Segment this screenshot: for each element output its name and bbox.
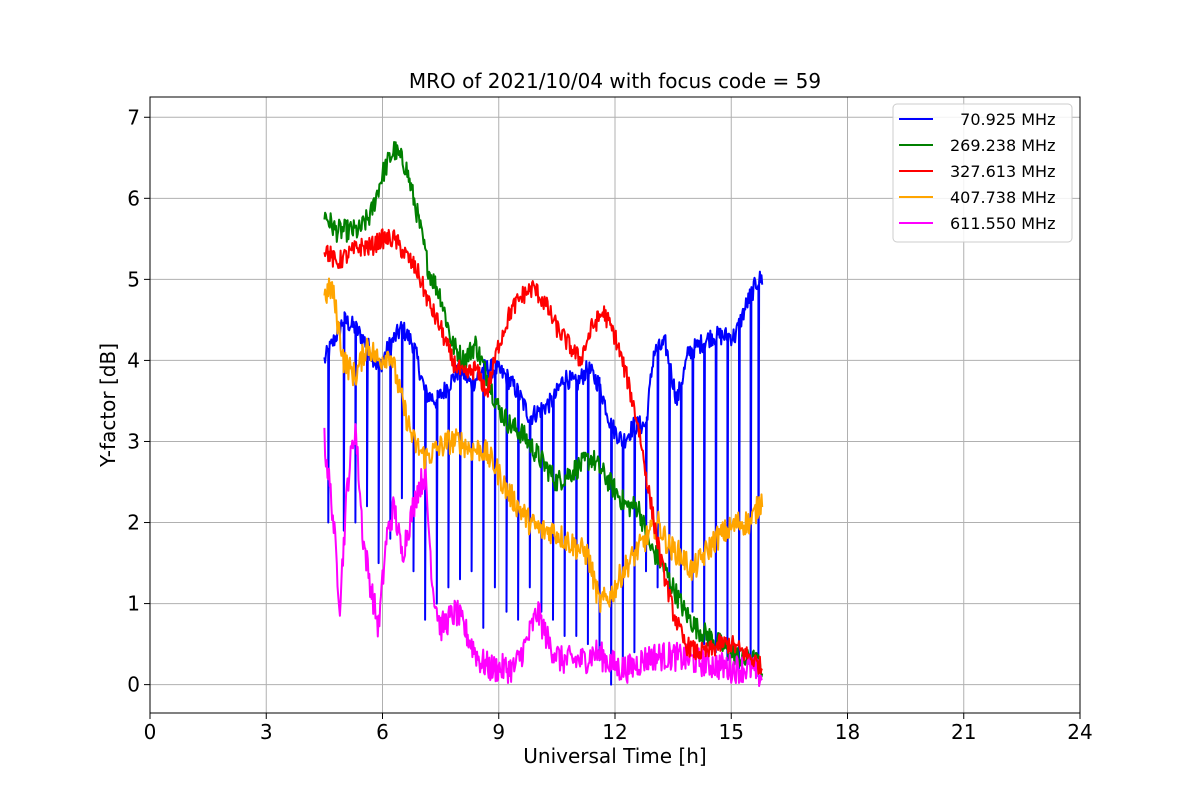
series-line: [323, 277, 764, 613]
x-tick-label: 3: [260, 720, 273, 744]
x-tick-label: 24: [1067, 720, 1092, 744]
legend-label: 327.613 MHz: [950, 162, 1055, 181]
legend-label: 407.738 MHz: [950, 188, 1055, 207]
legend-label: 269.238 MHz: [950, 136, 1055, 155]
x-axis-ticks: 0 3 6 9 12 15 18 21 24: [144, 713, 1093, 744]
y-tick-label: 7: [127, 105, 140, 129]
y-tick-label: 1: [127, 592, 140, 616]
y-tick-label: 3: [127, 429, 140, 453]
y-axis-label: Y-factor [dB]: [96, 343, 120, 468]
x-tick-label: 15: [719, 720, 744, 744]
y-tick-label: 0: [127, 673, 140, 697]
legend: 70.925 MHz 269.238 MHz 327.613 MHz 407.738 …: [892, 103, 1073, 243]
legend-box: [892, 103, 1073, 243]
series-group: [323, 141, 764, 687]
series-line: [323, 423, 763, 687]
series-line: [323, 228, 763, 675]
x-tick-label: 18: [835, 720, 860, 744]
x-tick-label: 0: [144, 720, 157, 744]
legend-label: 70.925 MHz: [950, 110, 1055, 129]
series-line: [323, 141, 764, 678]
y-axis-ticks: 0 1 2 3 4 5 6 7: [127, 105, 150, 697]
x-tick-label: 12: [602, 720, 627, 744]
x-tick-label: 9: [492, 720, 505, 744]
legend-label: 611.550 MHz: [950, 214, 1055, 233]
x-tick-label: 6: [376, 720, 389, 744]
y-tick-label: 5: [127, 267, 140, 291]
x-axis-label: Universal Time [h]: [523, 744, 706, 768]
y-tick-label: 6: [127, 186, 140, 210]
y-tick-label: 4: [127, 348, 140, 372]
chart-title: MRO of 2021/10/04 with focus code = 59: [409, 69, 821, 93]
y-tick-label: 2: [127, 511, 140, 535]
series-line: [323, 270, 764, 686]
x-tick-label: 21: [951, 720, 976, 744]
